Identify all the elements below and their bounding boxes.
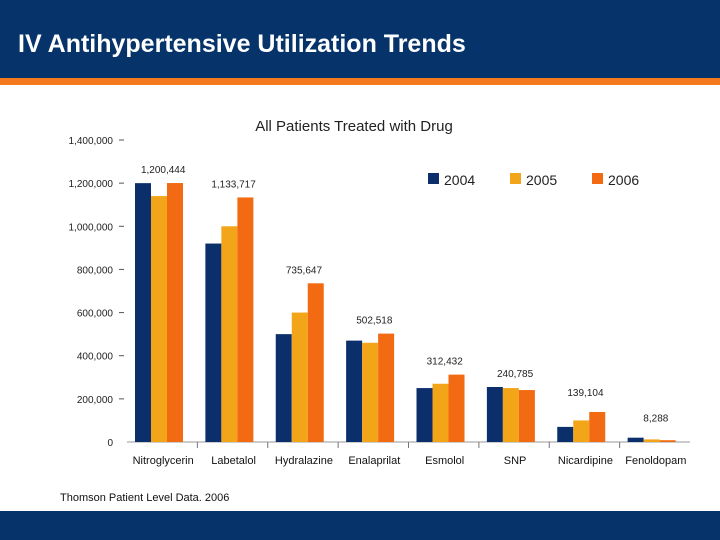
legend-label-2005: 2005 bbox=[526, 172, 557, 188]
legend-label-2006: 2006 bbox=[608, 172, 639, 188]
x-axis-labels: Nitroglycerin Labetalol Hydralazine Enalapr… bbox=[133, 455, 687, 467]
y-tick-label: 400,000 bbox=[77, 352, 114, 363]
bar-2005-nicardipine bbox=[573, 420, 590, 442]
bar-2004-hydralazine bbox=[275, 334, 292, 442]
bar-2005-fenoldopam bbox=[643, 439, 660, 442]
data-label: 735,647 bbox=[286, 265, 323, 276]
data-label: 240,785 bbox=[497, 369, 534, 380]
bar-2004-nitroglycerin bbox=[135, 183, 151, 442]
legend: 2004 2005 2006 bbox=[428, 172, 639, 188]
data-label: 8,288 bbox=[643, 414, 668, 425]
bar-2006-labetalol bbox=[237, 197, 254, 442]
bars bbox=[135, 183, 676, 443]
bar-2004-esmolol bbox=[416, 388, 433, 442]
bar-2004-labetalol bbox=[205, 243, 222, 442]
bar-2005-nitroglycerin bbox=[151, 196, 167, 442]
category-label: Labetalol bbox=[211, 455, 256, 467]
bar-chart: 0 200,000 400,000 600,000 800,000 1,000,000 1,… bbox=[69, 118, 690, 467]
legend-swatch-2006 bbox=[592, 173, 603, 184]
source-note: Thomson Patient Level Data. 2006 bbox=[60, 492, 230, 504]
y-tick-label: 600,000 bbox=[77, 309, 114, 320]
category-label: Hydralazine bbox=[275, 455, 333, 467]
category-label: Enalaprilat bbox=[348, 455, 400, 467]
bar-2005-enalaprilat bbox=[362, 342, 379, 442]
bar-2006-hydralazine bbox=[307, 283, 324, 442]
category-label: Nitroglycerin bbox=[133, 455, 194, 467]
bar-2006-esmolol bbox=[448, 374, 465, 442]
bar-2005-labetalol bbox=[221, 226, 238, 442]
bar-2006-nicardipine bbox=[589, 411, 606, 442]
chart-title: All Patients Treated with Drug bbox=[255, 118, 453, 135]
data-label: 1,133,717 bbox=[211, 179, 256, 190]
bar-2004-enalaprilat bbox=[346, 340, 363, 442]
data-label: 139,104 bbox=[567, 388, 604, 399]
bar-2004-nicardipine bbox=[557, 426, 574, 442]
data-label: 502,518 bbox=[356, 316, 393, 327]
bar-2004-fenoldopam bbox=[627, 437, 644, 442]
category-label: Fenoldopam bbox=[625, 455, 686, 467]
category-label: Esmolol bbox=[425, 455, 464, 467]
y-tick-label: 1,400,000 bbox=[69, 136, 114, 147]
bar-2005-snp bbox=[502, 388, 519, 442]
title-bar: IV Antihypertensive Utilization Trends bbox=[0, 0, 720, 78]
bar-2005-esmolol bbox=[432, 383, 449, 442]
page-title: IV Antihypertensive Utilization Trends bbox=[18, 30, 466, 58]
bar-2006-fenoldopam bbox=[659, 440, 676, 442]
y-tick-label: 0 bbox=[107, 438, 113, 449]
category-label: SNP bbox=[504, 455, 527, 467]
y-tick-label: 200,000 bbox=[77, 395, 114, 406]
bar-2006-snp bbox=[518, 390, 535, 442]
category-label: Nicardipine bbox=[558, 455, 613, 467]
data-label: 312,432 bbox=[427, 357, 464, 368]
accent-stripe bbox=[0, 78, 720, 85]
legend-swatch-2004 bbox=[428, 173, 439, 184]
bar-2006-nitroglycerin bbox=[167, 183, 183, 443]
bar-2005-hydralazine bbox=[291, 312, 308, 442]
bar-2004-snp bbox=[486, 386, 503, 442]
data-label: 1,200,444 bbox=[141, 165, 186, 176]
data-labels: 1,200,444 1,133,717 735,647 502,518 312,432 2… bbox=[141, 165, 669, 425]
footer-bar bbox=[0, 511, 720, 540]
y-tick-label: 1,200,000 bbox=[69, 179, 114, 190]
legend-label-2004: 2004 bbox=[444, 172, 475, 188]
y-tick-label: 1,000,000 bbox=[69, 222, 114, 233]
y-tick-label: 800,000 bbox=[77, 265, 114, 276]
bar-2006-enalaprilat bbox=[378, 333, 395, 442]
legend-swatch-2005 bbox=[510, 173, 521, 184]
